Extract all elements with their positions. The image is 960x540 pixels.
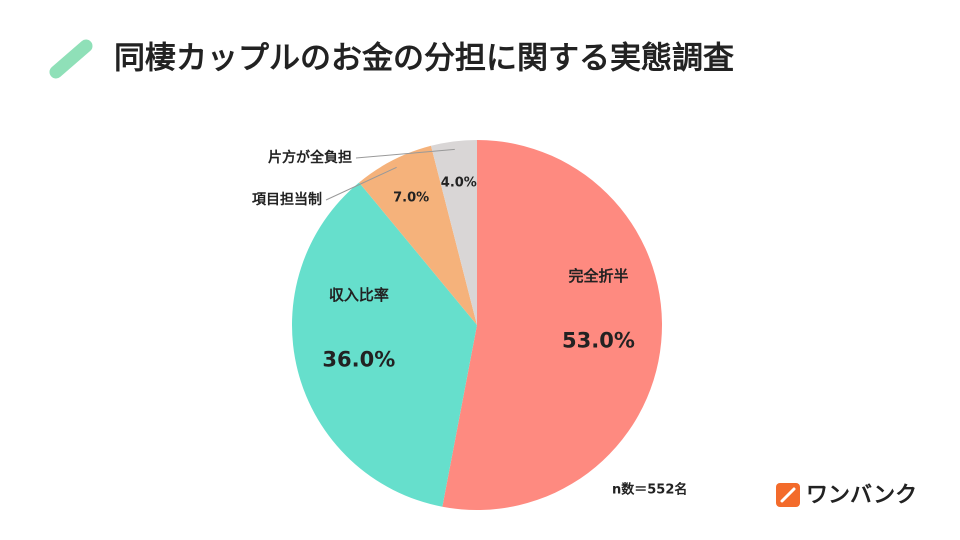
slice-label: 完全折半 xyxy=(568,267,628,285)
slice-label: 項目担当制 xyxy=(252,191,322,208)
chart-title: 同棲カップルのお金の分担に関する実態調査 xyxy=(114,41,734,77)
leader-line xyxy=(355,148,455,159)
logo-text: ワンバンク xyxy=(806,483,917,508)
leader-line xyxy=(325,166,397,201)
slice-label: 収入比率 xyxy=(329,286,389,304)
logo-pen xyxy=(780,487,796,503)
value-label: 4.0% xyxy=(441,176,477,191)
slice-label: 片方が全負担 xyxy=(268,149,352,166)
pie-slice xyxy=(430,140,477,325)
value-label: 7.0% xyxy=(393,190,429,205)
pie-slice xyxy=(291,182,477,507)
pie-slice xyxy=(442,140,662,510)
value-label: 53.0% xyxy=(562,328,635,352)
value-label: 36.0% xyxy=(322,347,395,371)
pie-slice xyxy=(359,145,477,325)
title-icon xyxy=(49,39,93,79)
sample-note: n数＝552名 xyxy=(612,482,687,498)
logo: ワンバンク xyxy=(776,483,917,508)
